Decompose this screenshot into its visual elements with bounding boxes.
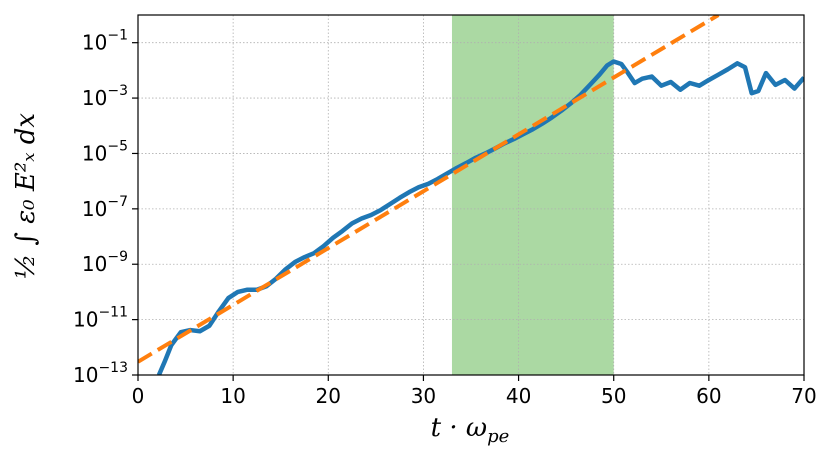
y-tick-base: 10 (73, 308, 98, 332)
x-tick-label: 20 (316, 384, 341, 408)
y-tick-base: 10 (82, 86, 107, 110)
grid-lines (137, 15, 805, 376)
x-axis-ticks: 0 10 20 30 40 50 60 70 (132, 375, 817, 408)
x-tick-label: 40 (506, 384, 531, 408)
y-tick-base: 10 (82, 197, 107, 221)
y-axis-title: ½ ∫ ε₀ E²ₓ dx (11, 113, 41, 279)
y-tick-exponent: −7 (107, 194, 128, 210)
x-axis-title-main: t · ω (431, 413, 487, 443)
y-tick-label: 10−13 (73, 360, 128, 387)
y-tick-label: 10−11 (73, 305, 128, 332)
y-tick-exponent: −9 (107, 249, 128, 265)
series-line-fit (138, 15, 720, 364)
y-tick-exponent: −5 (107, 138, 128, 154)
x-tick-label: 60 (696, 384, 721, 408)
x-tick-label: 10 (220, 384, 245, 408)
x-tick-label: 70 (791, 384, 816, 408)
y-tick-label: 10−1 (82, 28, 128, 55)
y-tick-label: 10−3 (82, 83, 128, 110)
x-tick-label: 0 (132, 384, 145, 408)
x-tick-label: 50 (601, 384, 626, 408)
y-tick-base: 10 (73, 363, 98, 387)
shaded-region (451, 15, 614, 375)
plot-frame (137, 14, 805, 376)
y-tick-label: 10−7 (82, 194, 128, 221)
y-tick-exponent: −1 (107, 28, 128, 44)
y-tick-exponent: −11 (98, 305, 128, 321)
x-axis-title: t · ωpe (431, 413, 510, 447)
y-tick-exponent: −3 (107, 83, 128, 99)
y-tick-base: 10 (82, 141, 107, 165)
y-tick-base: 10 (82, 252, 107, 276)
x-axis-title-subscript: pe (487, 426, 509, 447)
y-tick-exponent: −13 (98, 360, 128, 376)
y-tick-label: 10−9 (82, 249, 128, 276)
y-tick-label: 10−5 (82, 138, 128, 165)
x-tick-label: 30 (411, 384, 436, 408)
series-layer (138, 15, 804, 375)
y-tick-base: 10 (82, 31, 107, 55)
